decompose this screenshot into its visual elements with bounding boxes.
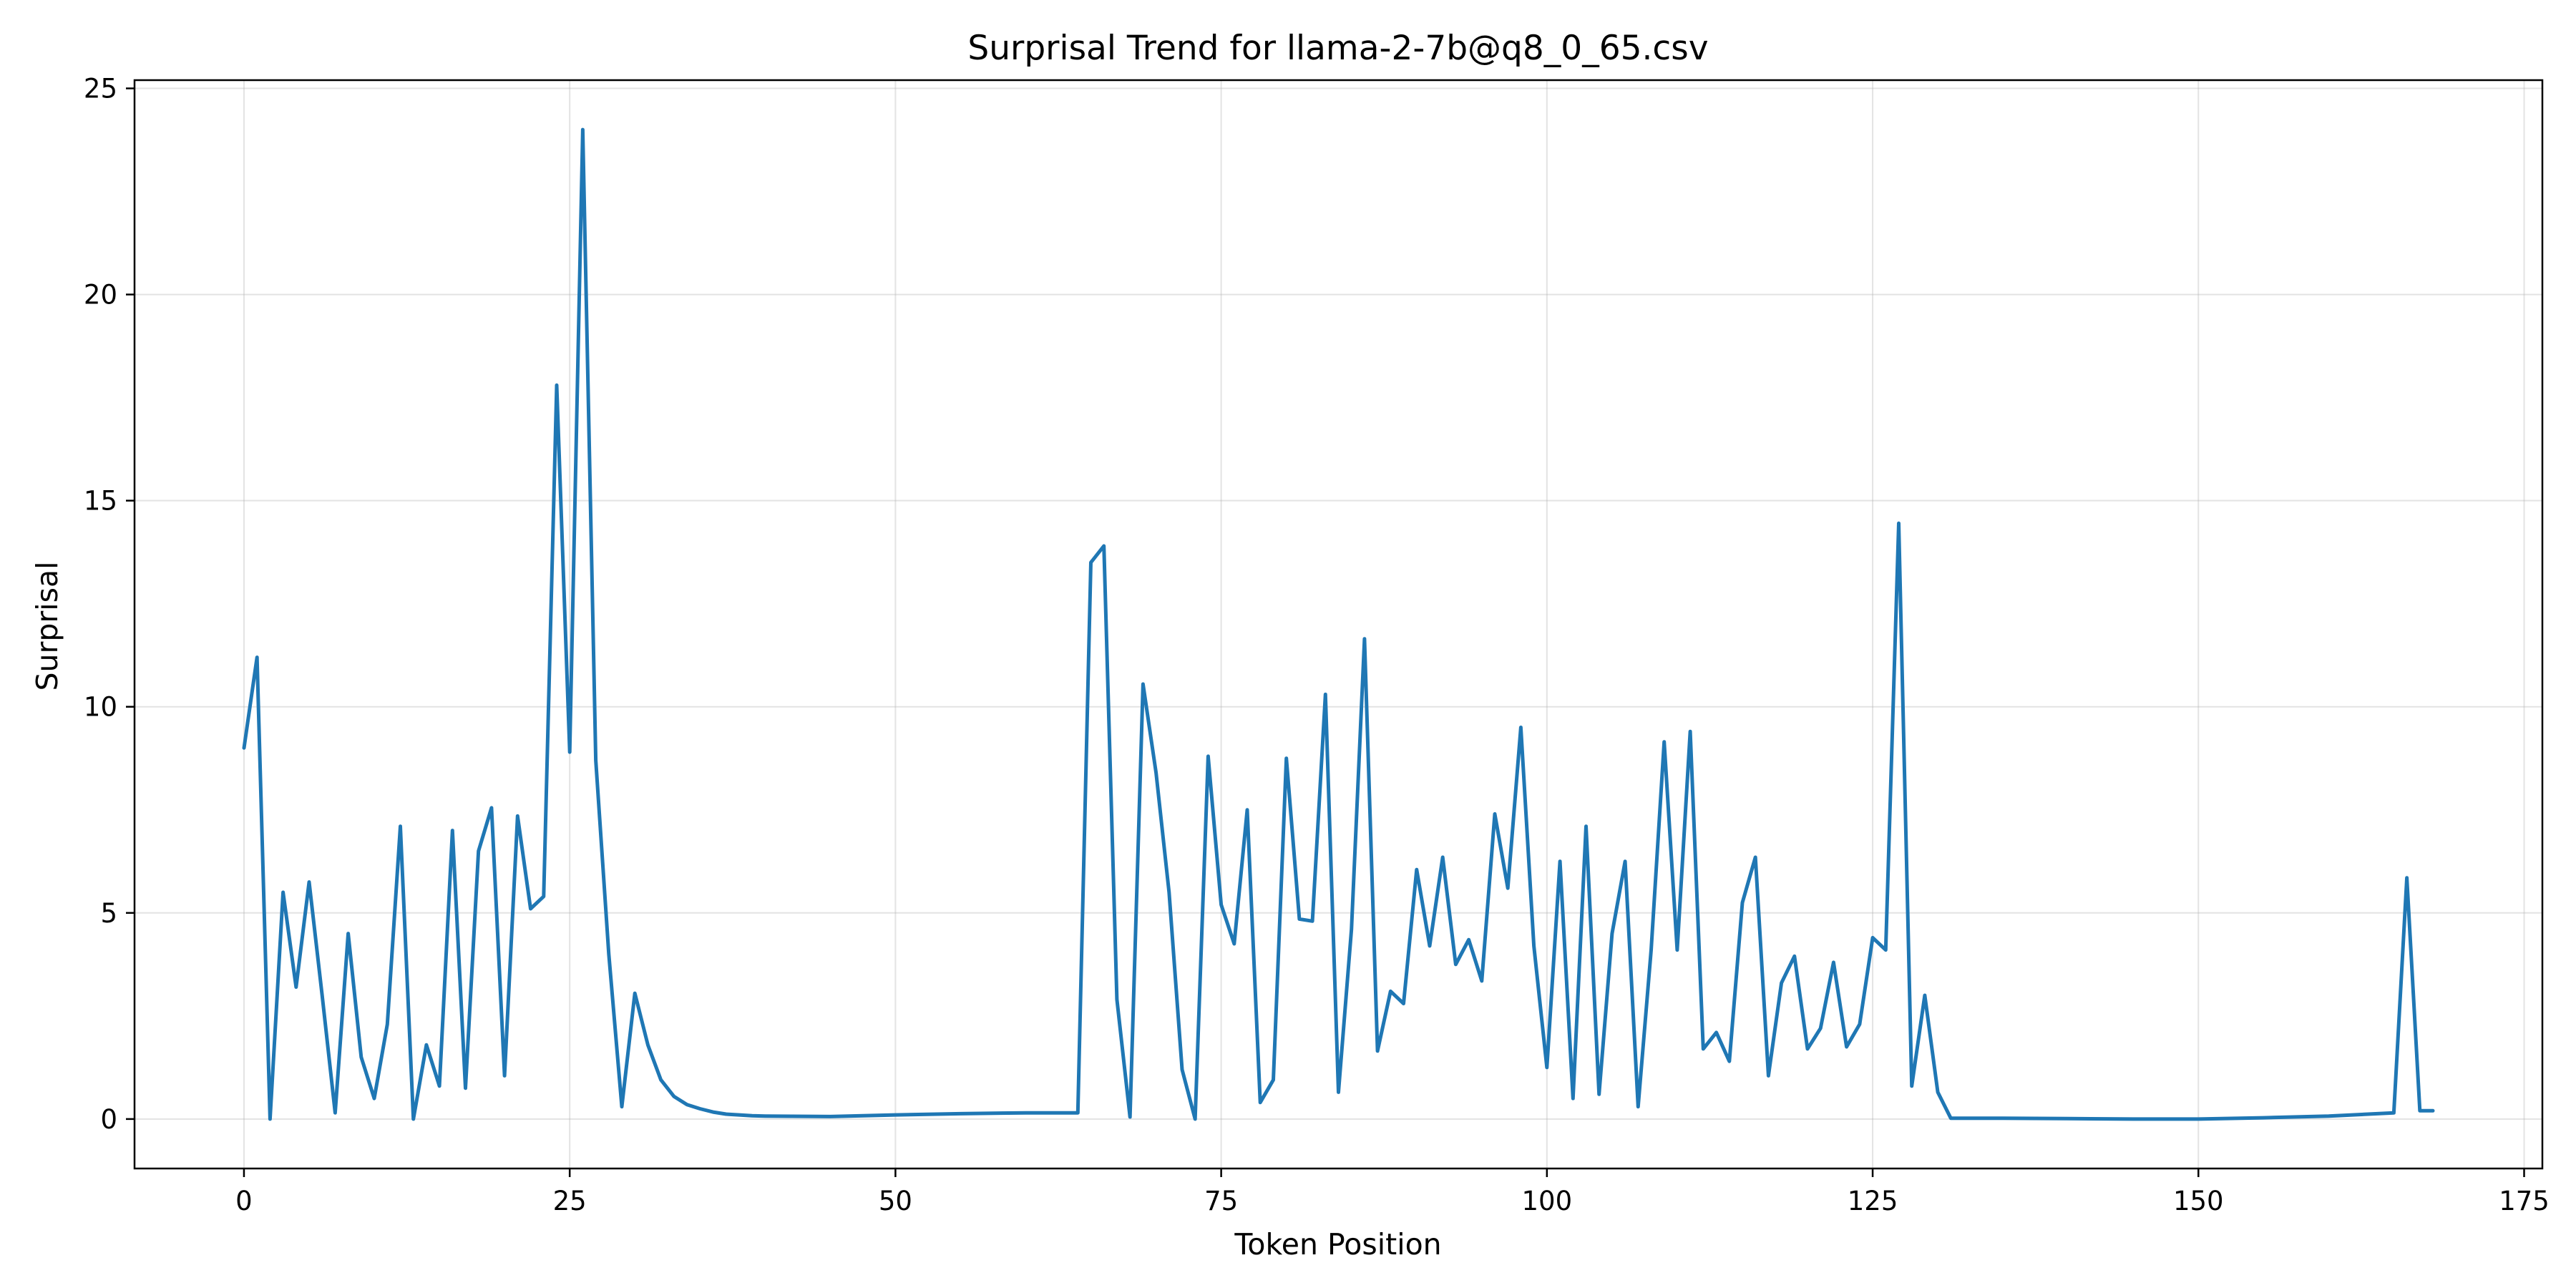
series-layer	[242, 127, 2435, 1121]
y-tick-label: 15	[84, 486, 117, 517]
x-tick-label: 25	[553, 1186, 587, 1216]
x-axis-ticks: 0 25 50 75 100 125 150 175	[235, 1169, 2550, 1216]
y-tick-label: 10	[84, 692, 117, 723]
y-tick-label: 5	[100, 898, 117, 929]
y-axis-ticks: 0 5 10 15 20 25	[84, 74, 135, 1135]
y-tick-label: 20	[84, 280, 117, 311]
x-tick-label: 75	[1204, 1186, 1238, 1216]
chart-title: Surprisal Trend for llama-2-7b@q8_0_65.c…	[967, 29, 1708, 68]
x-axis-label: Token Position	[1234, 1227, 1441, 1262]
x-tick-label: 125	[1848, 1186, 1898, 1216]
surprisal-series-line	[242, 127, 2435, 1121]
x-tick-label: 0	[235, 1186, 253, 1216]
plot-frame	[133, 79, 2544, 1170]
y-axis-label: Surprisal	[30, 561, 64, 691]
x-tick-label: 150	[2173, 1186, 2224, 1216]
x-tick-label: 175	[2499, 1186, 2550, 1216]
grid-lines	[135, 80, 2542, 1169]
x-tick-label: 100	[1522, 1186, 1573, 1216]
x-tick-label: 50	[879, 1186, 912, 1216]
y-tick-label: 0	[100, 1104, 117, 1135]
y-tick-label: 25	[84, 74, 117, 104]
